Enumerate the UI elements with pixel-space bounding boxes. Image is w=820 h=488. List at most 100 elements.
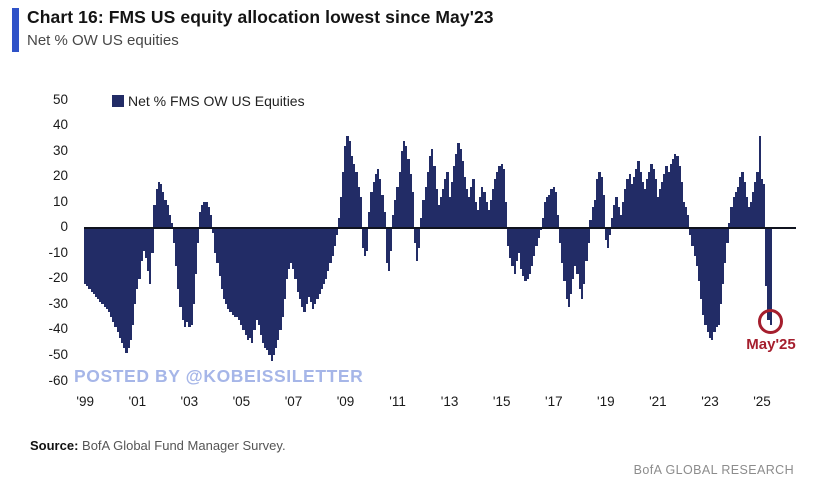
- bar: [693, 227, 696, 256]
- bar: [695, 227, 699, 267]
- bar: [218, 227, 221, 277]
- bar: [706, 227, 709, 333]
- bar: [192, 227, 195, 305]
- legend-swatch-icon: [112, 95, 124, 107]
- bar: [131, 227, 135, 325]
- bar: [446, 171, 449, 228]
- bar: [88, 227, 91, 290]
- bar: [615, 197, 618, 228]
- bar: [90, 227, 93, 292]
- bar: [765, 227, 768, 287]
- bar: [454, 153, 458, 228]
- bar: [149, 227, 152, 284]
- bar: [363, 227, 367, 256]
- bar: [411, 191, 414, 228]
- bar: [153, 204, 156, 228]
- bar: [227, 227, 230, 310]
- bar: [331, 227, 334, 256]
- bar: [624, 189, 627, 228]
- bar: [435, 189, 438, 228]
- title-accent-bar: [12, 8, 19, 52]
- bar: [548, 194, 551, 228]
- x-axis-tick-label: '17: [545, 394, 563, 409]
- bar: [463, 176, 467, 228]
- bar: [708, 227, 712, 338]
- bar: [196, 227, 200, 244]
- bar: [758, 135, 762, 228]
- bar: [138, 227, 141, 279]
- source-label: Source:: [30, 438, 79, 453]
- bar: [723, 227, 727, 264]
- bar: [281, 227, 284, 318]
- bar: [667, 171, 670, 228]
- bar: [769, 227, 772, 325]
- bar: [359, 197, 362, 228]
- bar: [467, 197, 471, 228]
- bar: [654, 179, 657, 228]
- bar: [112, 227, 115, 323]
- bar: [259, 227, 263, 335]
- bar: [240, 227, 243, 325]
- bar: [342, 171, 345, 228]
- bar: [337, 217, 341, 228]
- y-axis-tick-label: 30: [52, 142, 68, 158]
- bar: [370, 191, 373, 228]
- bar: [613, 204, 616, 228]
- bar: [524, 227, 527, 282]
- bar: [717, 227, 720, 325]
- bar: [561, 227, 564, 264]
- bar: [637, 161, 640, 228]
- x-axis-tick-label: '01: [128, 394, 147, 409]
- bar: [155, 189, 158, 228]
- bar: [381, 194, 384, 228]
- bar: [480, 186, 484, 228]
- bar: [680, 181, 683, 228]
- y-axis-tick-label: 40: [52, 117, 68, 132]
- bar: [509, 227, 512, 259]
- bar: [541, 217, 545, 228]
- bar: [743, 181, 746, 228]
- bar: [550, 189, 553, 228]
- bar: [296, 227, 299, 292]
- bar: [483, 191, 486, 228]
- bar: [595, 179, 599, 228]
- bar: [539, 227, 542, 231]
- bar: [352, 163, 356, 228]
- bar: [530, 227, 534, 267]
- bar: [270, 227, 273, 361]
- bar: [671, 158, 675, 228]
- bar: [246, 227, 250, 341]
- bar: [157, 181, 161, 228]
- plot-area: [84, 100, 796, 381]
- bar: [576, 227, 579, 274]
- bar: [376, 168, 380, 228]
- bar: [448, 197, 451, 228]
- bar: [283, 227, 286, 300]
- bar: [123, 227, 126, 348]
- bar: [730, 207, 733, 228]
- bar: [179, 227, 182, 307]
- bar: [526, 227, 529, 279]
- bar: [105, 227, 109, 310]
- bar: [418, 227, 421, 249]
- bar: [396, 186, 399, 228]
- y-axis-tick-label: -60: [48, 372, 68, 388]
- bar: [602, 194, 605, 228]
- bar: [606, 227, 610, 249]
- bar: [209, 214, 213, 228]
- bar: [713, 227, 716, 333]
- bar: [92, 227, 96, 295]
- bar: [290, 227, 293, 264]
- bar: [374, 174, 378, 228]
- x-axis-tick-label: '15: [492, 394, 511, 409]
- bar: [665, 166, 668, 228]
- bar: [298, 227, 302, 300]
- bar: [277, 227, 280, 341]
- bar: [754, 181, 757, 228]
- bar: [676, 156, 679, 228]
- bar: [678, 166, 681, 228]
- bar: [307, 227, 310, 297]
- x-axis-tick-label: '25: [753, 394, 771, 409]
- bar: [344, 145, 347, 228]
- bar: [502, 168, 506, 228]
